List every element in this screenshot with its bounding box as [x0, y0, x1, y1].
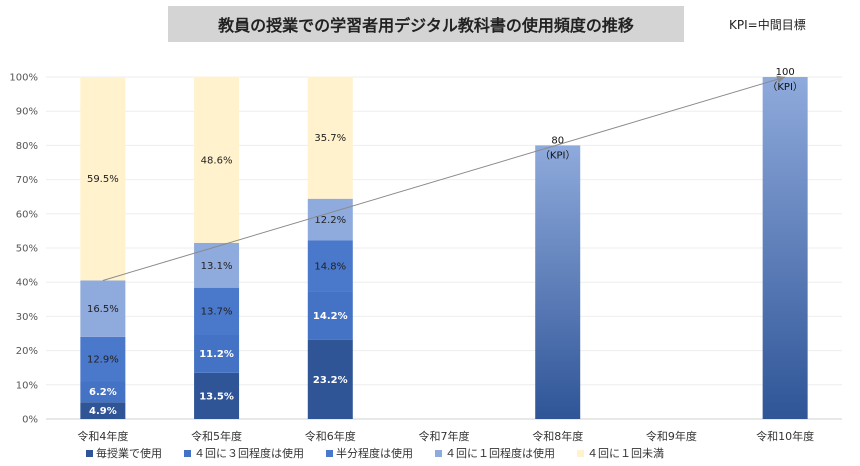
bar-segment [194, 287, 240, 335]
y-tick-label: 0% [22, 415, 38, 426]
data-label: 13.7% [201, 307, 233, 318]
bar-segment [194, 372, 240, 419]
bar-segment [307, 198, 353, 241]
legend-swatch [326, 449, 333, 457]
bar-segment [307, 291, 353, 340]
trend-arrowhead [776, 75, 786, 84]
legend-swatch [86, 449, 93, 457]
y-tick-label: 80% [16, 141, 38, 152]
legend-label: ４回に１回程度は使用 [445, 447, 555, 460]
bar-segment [80, 336, 126, 382]
legend-item: 半分程度は使用 [326, 445, 413, 461]
kpi-value-label: 80 [551, 135, 564, 146]
data-label: 4.9% [89, 406, 117, 417]
bar-segment [194, 334, 240, 373]
legend-swatch [184, 449, 191, 457]
bar-segment [307, 339, 353, 419]
data-label: 16.5% [87, 304, 119, 315]
kpi-bar [762, 77, 808, 419]
data-label: 48.6% [201, 155, 233, 166]
legend-item: ４回に１回未満 [577, 445, 664, 461]
bar-segment [80, 77, 126, 281]
legend-item: ４回に３回程度は使用 [184, 445, 304, 461]
legend-item: 毎授業で使用 [86, 445, 162, 461]
chart-title: 教員の授業での学習者用デジタル教科書の使用頻度の推移 [168, 6, 684, 42]
x-tick-label: 令和7年度 [419, 429, 470, 443]
trend-line [102, 76, 786, 281]
y-tick-label: 40% [16, 278, 38, 289]
bar-segment [307, 240, 353, 292]
data-label: 59.5% [87, 174, 119, 185]
kpi-note: KPI=中間目標 [729, 18, 806, 32]
kpi-sublabel: （KPI） [540, 149, 576, 161]
bar-segment [80, 402, 126, 419]
x-tick-label: 令和9年度 [646, 429, 697, 443]
y-tick-label: 10% [16, 380, 38, 391]
x-tick-label: 令和4年度 [77, 429, 128, 443]
y-tick-label: 100% [9, 73, 38, 84]
legend-item: ４回に１回程度は使用 [435, 445, 555, 461]
x-tick-label: 令和6年度 [305, 429, 356, 443]
x-tick-label: 令和5年度 [191, 429, 242, 443]
data-label: 12.2% [314, 215, 346, 226]
x-tick-label: 令和10年度 [756, 429, 814, 443]
data-label: 6.2% [89, 387, 117, 398]
data-label: 11.2% [199, 349, 234, 360]
legend-swatch [577, 449, 584, 457]
y-tick-label: 70% [16, 175, 38, 186]
data-label: 13.1% [201, 261, 233, 272]
y-tick-label: 90% [16, 107, 38, 118]
bar-segment [80, 381, 126, 403]
kpi-sublabel: （KPI） [767, 81, 803, 93]
data-label: 14.2% [313, 311, 348, 322]
bar-segment [194, 76, 240, 243]
kpi-value-label: 100 [776, 67, 795, 78]
bar-segment [80, 280, 126, 337]
x-tick-label: 令和8年度 [532, 429, 583, 443]
bar-segment [194, 242, 240, 288]
legend: 毎授業で使用 ４回に３回程度は使用 半分程度は使用 ４回に１回程度は使用 ４回に１回未満 [86, 445, 664, 461]
legend-swatch [435, 449, 442, 457]
data-label: 14.8% [314, 261, 346, 272]
data-label: 13.5% [199, 391, 234, 402]
y-tick-label: 50% [16, 244, 38, 255]
data-label: 35.7% [314, 133, 346, 144]
legend-label: ４回に３回程度は使用 [194, 447, 304, 460]
kpi-bar [535, 145, 581, 419]
bar-segment [307, 76, 353, 199]
y-tick-label: 20% [16, 346, 38, 357]
legend-label: 毎授業で使用 [96, 447, 162, 460]
y-tick-label: 30% [16, 312, 38, 323]
legend-label: ４回に１回未満 [587, 447, 664, 460]
y-tick-label: 60% [16, 209, 38, 220]
data-label: 12.9% [87, 354, 119, 365]
legend-label: 半分程度は使用 [336, 447, 413, 460]
data-label: 23.2% [313, 375, 348, 386]
